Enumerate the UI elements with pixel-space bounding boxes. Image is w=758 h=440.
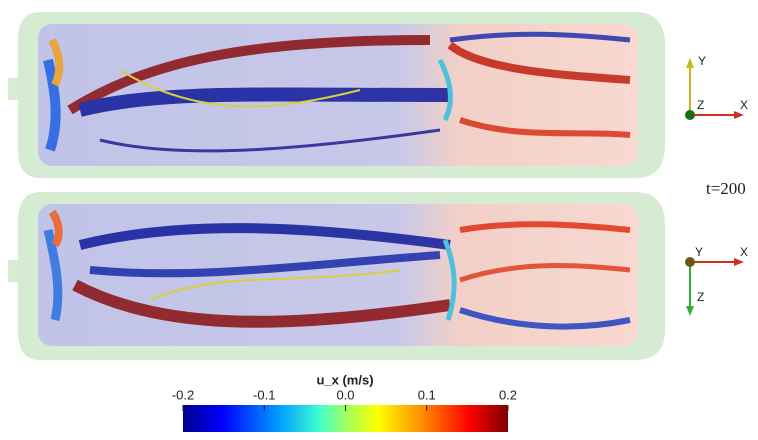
colorbar: u_x (m/s) -0.2 -0.1 0.0 0.1 0.2 [172,372,517,432]
axis-label: Y [698,54,706,68]
tank-bottom [8,192,665,360]
axes-triad: Y X Z [685,245,748,316]
colorbar-tick-label: 0.0 [336,387,354,402]
colorbar-tick-label: 0.2 [499,387,517,402]
colorbar-tick-label: -0.1 [253,387,275,402]
colorbar-tick-label: -0.2 [172,387,194,402]
colorbar-title: u_x (m/s) [316,372,373,387]
colorbar-tick-label: 0.1 [418,387,436,402]
tank-top [8,12,665,178]
time-label: t=200 [706,179,746,198]
axis-label: Z [697,98,704,112]
axis-label: Z [697,290,704,304]
axis-label: X [740,98,748,112]
figure: Y X Z t=200 Y X Z u_x (m/s) -0.2 -0.1 0.0 0… [0,0,758,435]
axis-label: X [740,245,748,259]
axis-label: Y [695,245,703,259]
axes-triad: Y X Z [685,54,748,120]
